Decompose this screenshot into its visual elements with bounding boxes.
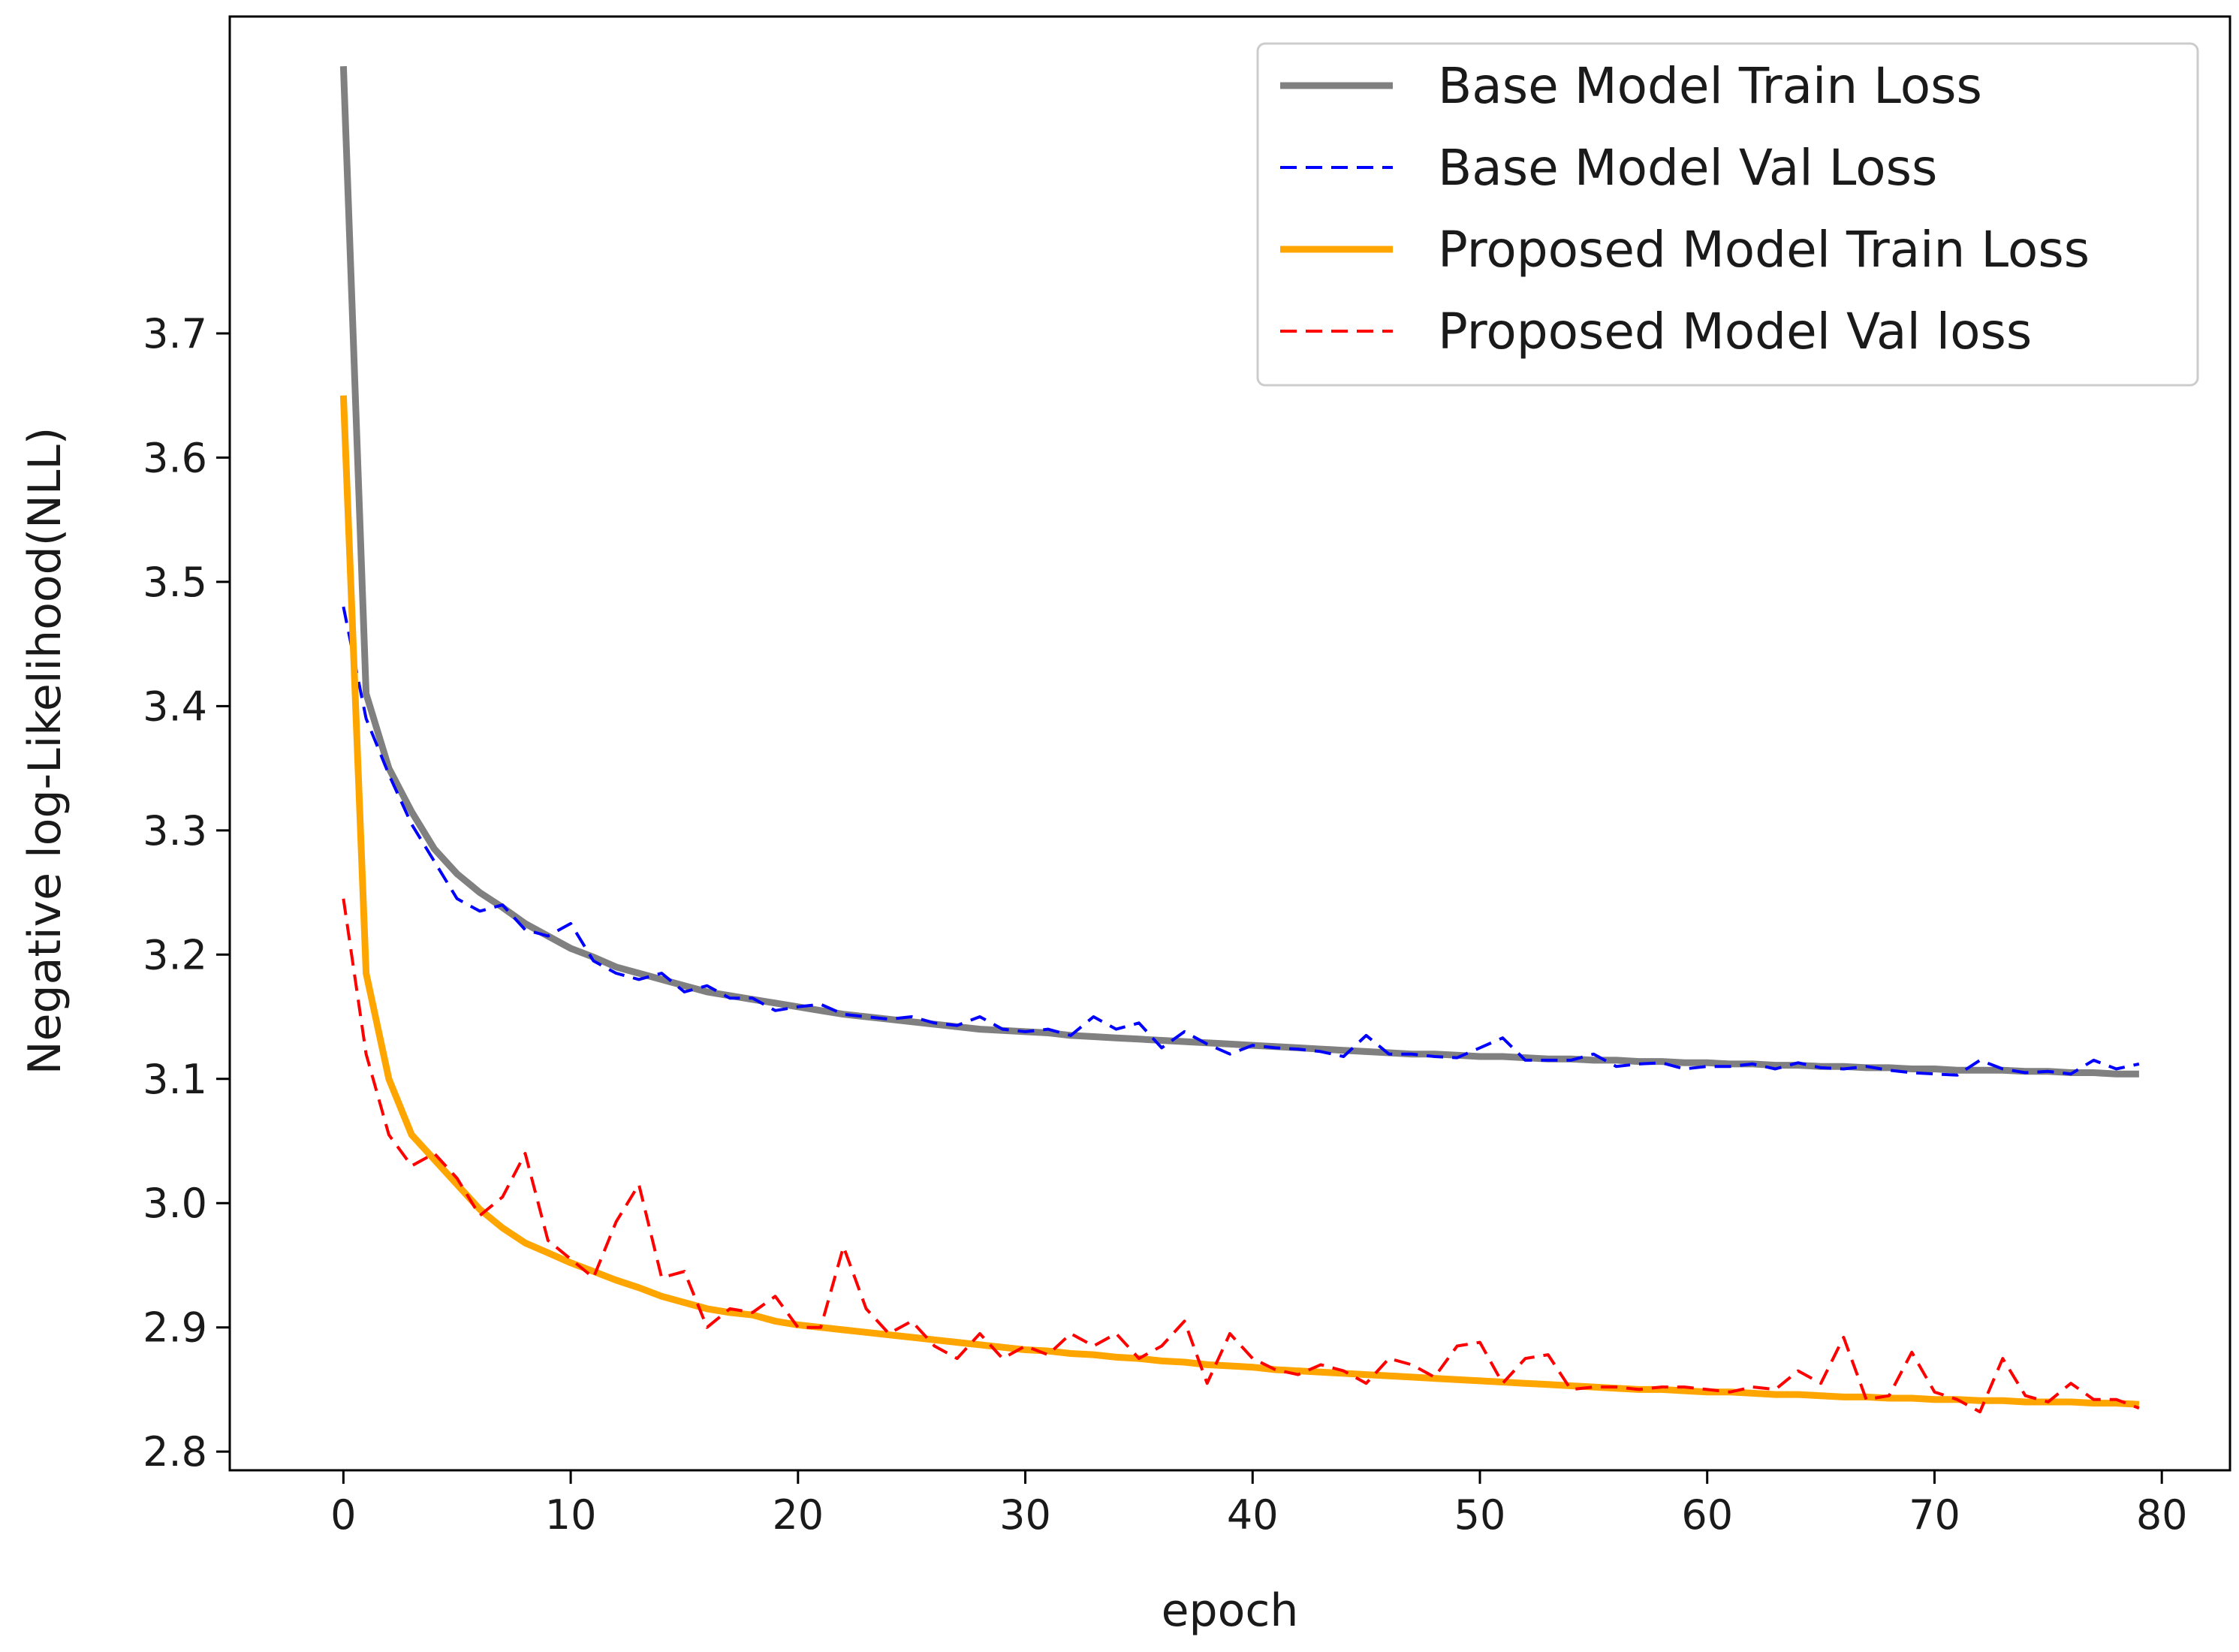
y-tick-label: 3.4 bbox=[143, 683, 207, 730]
y-axis-label: Negative log-Likelihood(NLL) bbox=[19, 427, 71, 1075]
series-line-base-model-train-loss bbox=[339, 66, 2139, 1078]
plot-area-frame bbox=[228, 15, 2231, 1472]
legend-label-proposed-model-train-loss: Proposed Model Train Loss bbox=[1438, 221, 2090, 279]
series-line-proposed-model-train-loss bbox=[339, 395, 2140, 1408]
y-tick-label: 2.8 bbox=[143, 1428, 207, 1476]
y-tick-label: 3.6 bbox=[143, 434, 207, 481]
x-axis-label: epoch bbox=[1162, 1584, 1299, 1637]
ticks-layer: 0 10 20 30 40 50 60 70 80 2.8 2.9 3.0 3.1 3.2 3.3 3.4 3.… bbox=[143, 310, 2187, 1539]
x-tick-label: 50 bbox=[1454, 1491, 1506, 1539]
x-tick-label: 30 bbox=[999, 1491, 1051, 1539]
legend-label-proposed-model-val-loss: Proposed Model Val loss bbox=[1438, 303, 2032, 360]
y-tick-label: 3.5 bbox=[143, 559, 207, 606]
x-tick-label: 60 bbox=[1681, 1491, 1733, 1539]
legend: Base Model Train Loss Base Model Val Loss… bbox=[1256, 42, 2199, 387]
x-tick-label: 70 bbox=[1909, 1491, 1960, 1539]
x-tick-label: 40 bbox=[1227, 1491, 1279, 1539]
legend-label-base-model-train-loss: Base Model Train Loss bbox=[1438, 57, 1982, 115]
y-tick-label: 3.0 bbox=[143, 1180, 207, 1227]
y-tick-label: 2.9 bbox=[143, 1304, 207, 1352]
x-tick-label: 80 bbox=[2136, 1491, 2188, 1539]
legend-label-base-model-val-loss: Base Model Val Loss bbox=[1438, 139, 1937, 197]
x-tick-label: 20 bbox=[772, 1491, 824, 1539]
y-tick-label: 3.7 bbox=[143, 310, 207, 357]
y-tick-label: 3.1 bbox=[143, 1056, 207, 1103]
x-tick-label: 0 bbox=[330, 1491, 356, 1539]
series-line-proposed-model-val-loss bbox=[342, 898, 2140, 1414]
y-tick-label: 3.3 bbox=[143, 807, 207, 855]
series-line-base-model-val-loss bbox=[342, 606, 2140, 1077]
legend-box bbox=[1256, 42, 2199, 387]
y-tick-label: 3.2 bbox=[143, 931, 207, 978]
x-tick-label: 10 bbox=[545, 1491, 597, 1539]
series-layer bbox=[339, 66, 2140, 1414]
